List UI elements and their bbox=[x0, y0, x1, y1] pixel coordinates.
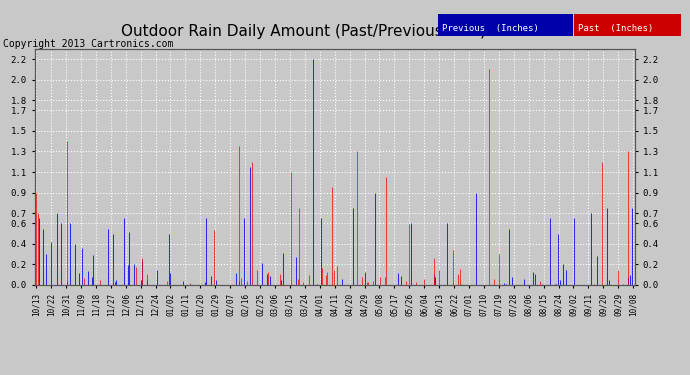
Text: Copyright 2013 Cartronics.com: Copyright 2013 Cartronics.com bbox=[3, 39, 174, 50]
Text: Outdoor Rain Daily Amount (Past/Previous Year) 20131013: Outdoor Rain Daily Amount (Past/Previous… bbox=[121, 24, 569, 39]
Text: Previous  (Inches): Previous (Inches) bbox=[442, 24, 538, 33]
Text: Past  (Inches): Past (Inches) bbox=[578, 24, 653, 33]
